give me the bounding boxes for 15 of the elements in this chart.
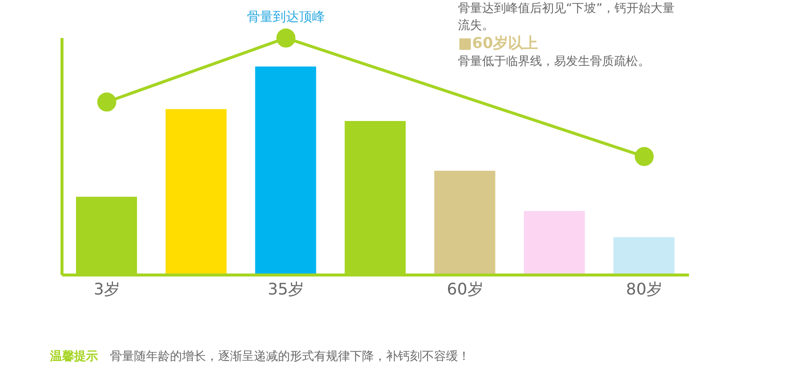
bar xyxy=(255,66,316,275)
annotation: ■60岁以上 xyxy=(458,34,540,53)
text: 温馨提示 xyxy=(50,349,98,363)
bar xyxy=(166,109,227,275)
annotation: 骨量低于临界线，易发生骨质疏松。 xyxy=(458,53,651,70)
bar xyxy=(524,211,585,275)
x-tick-label: 80岁 xyxy=(626,279,662,298)
x-tick-label: 35岁 xyxy=(268,279,304,298)
x-tick-label: 3岁 xyxy=(94,279,120,298)
x-tick-label: 60岁 xyxy=(446,279,484,298)
text: 骨量随年龄的增长，逐渐呈递减的形式有规律下降，补钙刻不容缓！ xyxy=(110,349,470,363)
text: 骨量达到峰值后初见“下坡”，钙开始大量流失。 xyxy=(458,0,676,34)
bar xyxy=(613,237,674,275)
bar xyxy=(434,170,496,275)
annotation: 骨量到达顶峰 xyxy=(246,9,326,26)
